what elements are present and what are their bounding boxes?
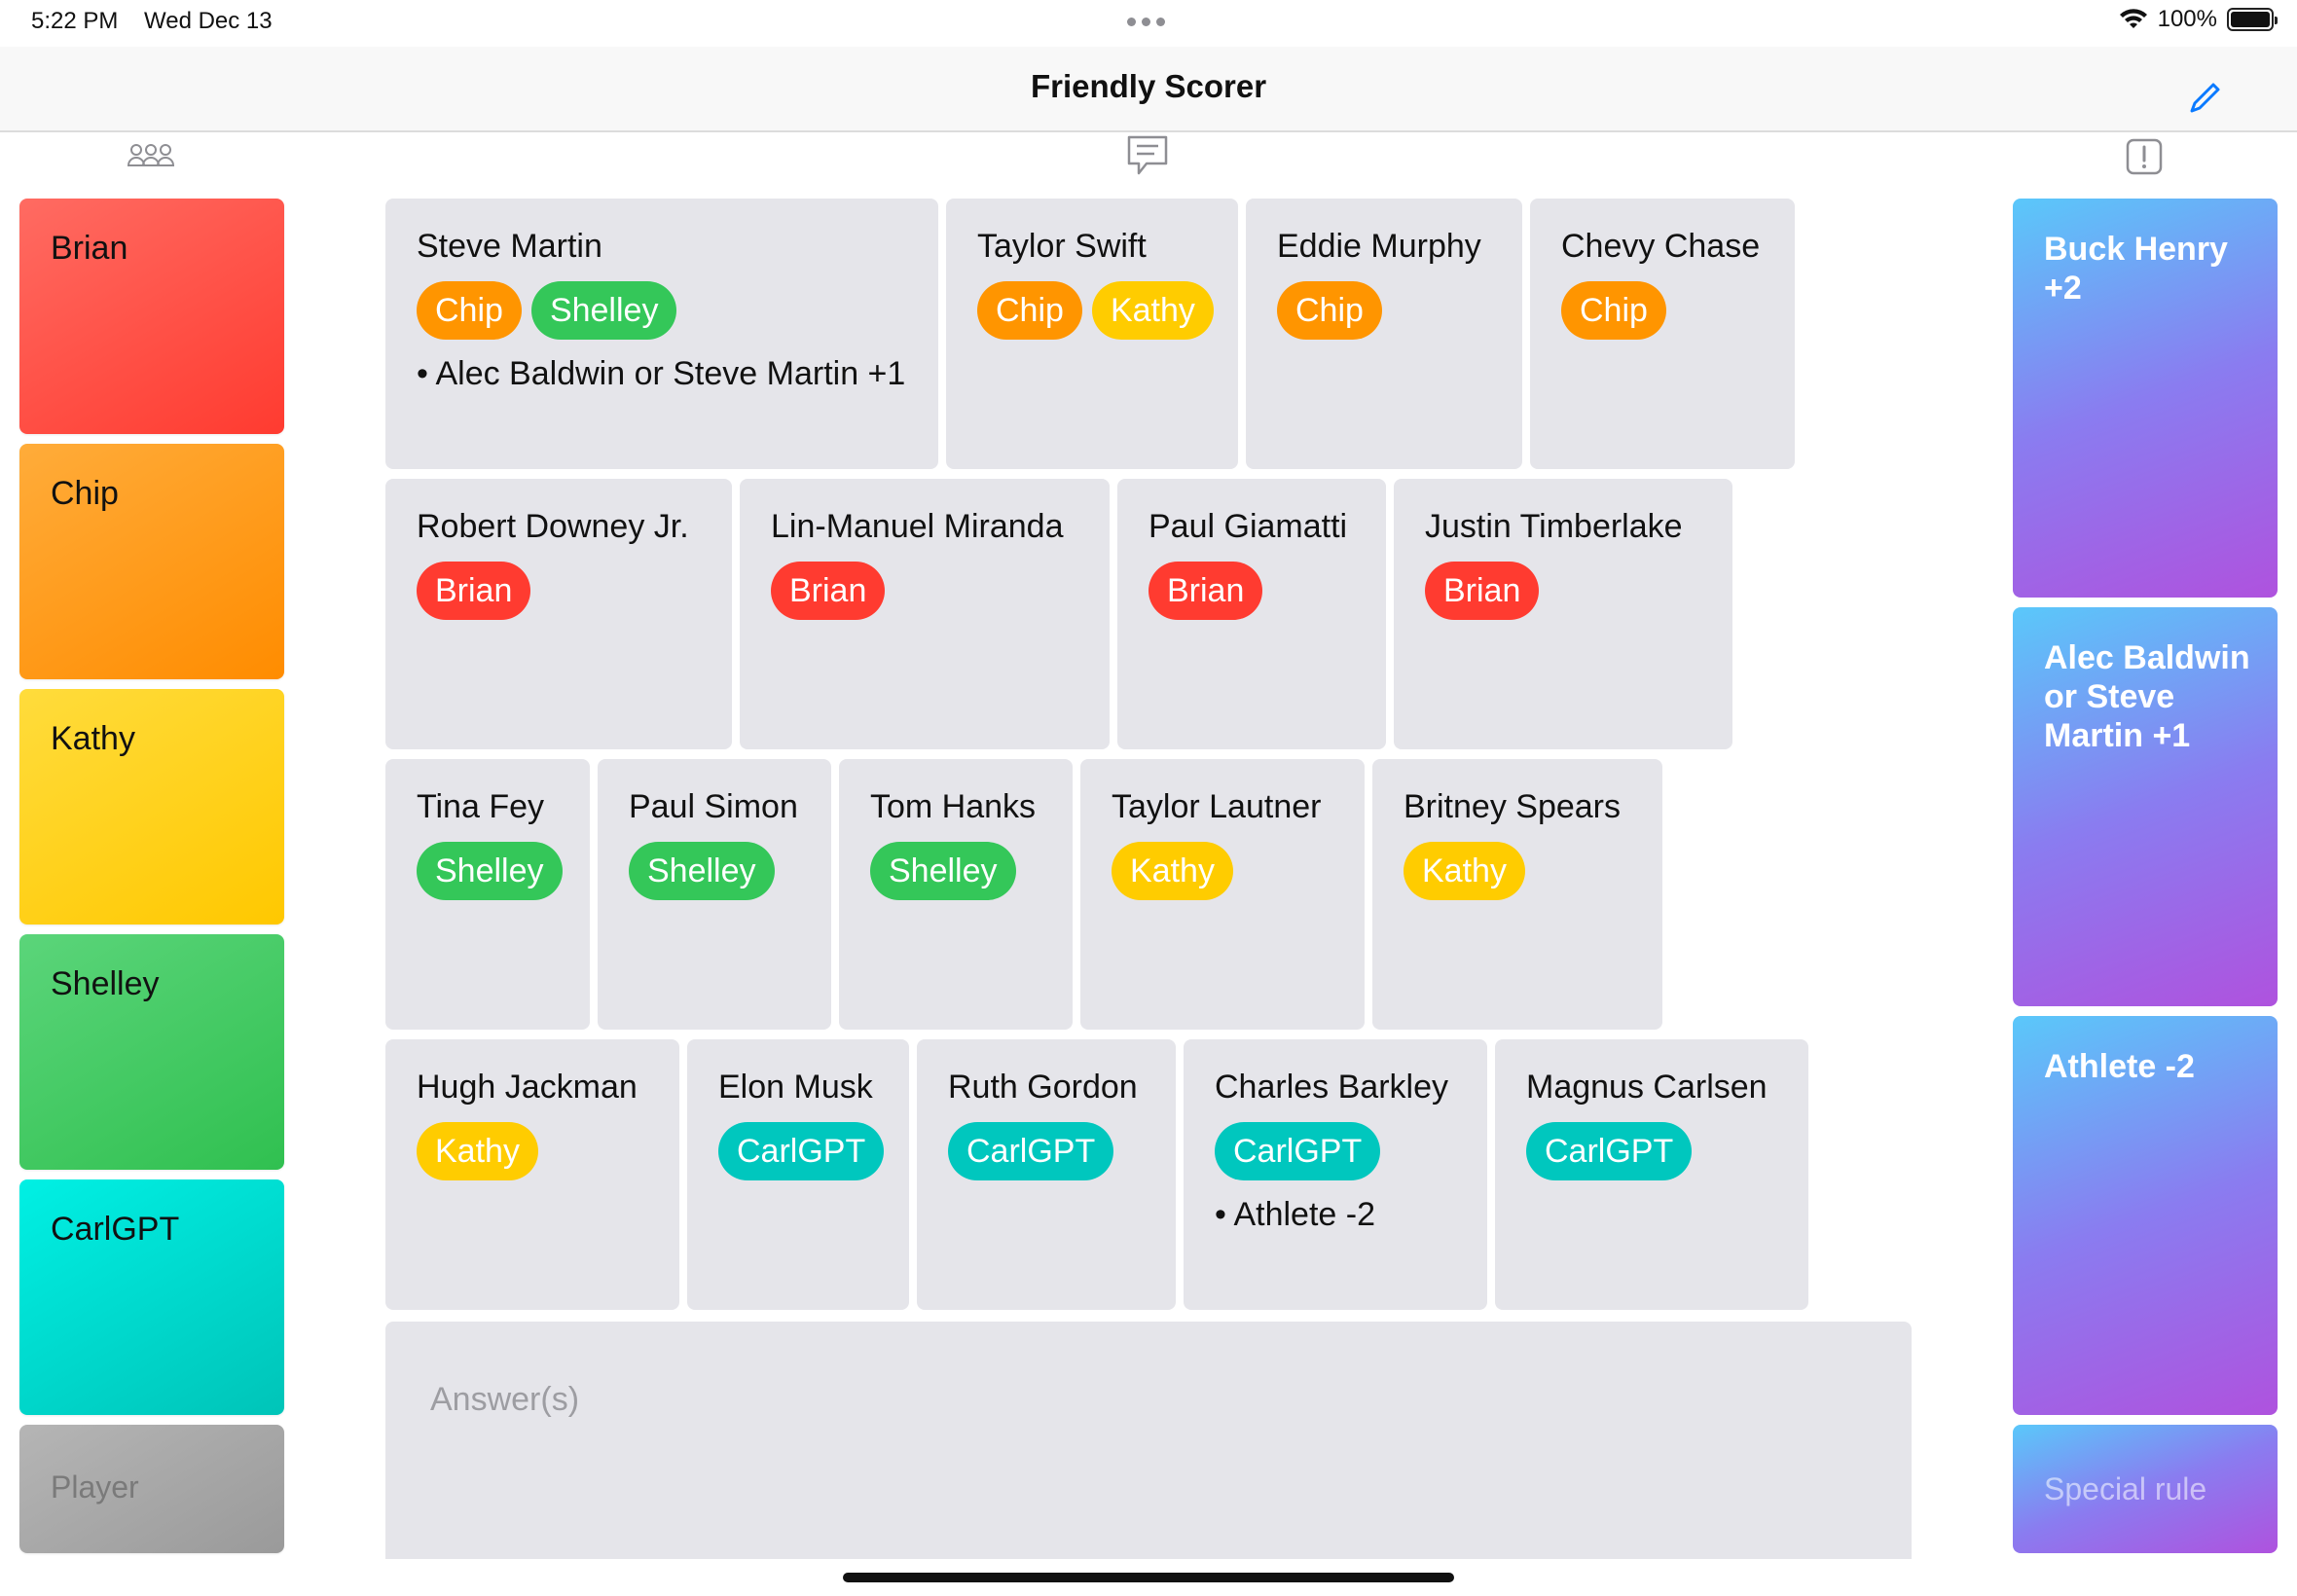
answer-name: Charles Barkley: [1215, 1069, 1448, 1106]
answer-name: Steve Martin: [417, 228, 602, 265]
player-chip-chip[interactable]: Chip: [977, 281, 1082, 340]
player-name: Chip: [51, 475, 119, 512]
answer-card[interactable]: Justin Timberlake Brian: [1394, 479, 1732, 749]
answers-input-area[interactable]: [385, 1322, 1912, 1559]
multitasking-dots-icon[interactable]: [1127, 18, 1165, 26]
status-time: 5:22 PM: [31, 8, 119, 34]
player-name: Kathy: [51, 720, 135, 757]
rule-note: • Alec Baldwin or Steve Martin +1: [417, 355, 906, 392]
answer-name: Hugh Jackman: [417, 1069, 638, 1106]
rule-placeholder: Special rule: [2044, 1471, 2207, 1506]
answer-name: Robert Downey Jr.: [417, 508, 689, 545]
player-chip-shelley[interactable]: Shelley: [870, 842, 1016, 900]
answer-card[interactable]: Taylor Swift Chip Kathy: [946, 199, 1238, 469]
answer-card[interactable]: Britney Spears Kathy: [1372, 759, 1662, 1030]
player-chip-shelley[interactable]: Shelley: [417, 842, 563, 900]
answer-name: Eddie Murphy: [1277, 228, 1481, 265]
player-chip-kathy[interactable]: Kathy: [1404, 842, 1525, 900]
answer-card[interactable]: Tom Hanks Shelley: [839, 759, 1073, 1030]
home-indicator[interactable]: [843, 1573, 1454, 1582]
navigation-bar: Friendly Scorer: [0, 47, 2297, 132]
add-rule-field[interactable]: Special rule: [2013, 1425, 2278, 1553]
app-title: Friendly Scorer: [1030, 68, 1267, 104]
battery-percent: 100%: [2157, 6, 2217, 32]
answer-card[interactable]: Paul Giamatti Brian: [1117, 479, 1386, 749]
answer-name: Paul Simon: [629, 788, 798, 825]
answer-card[interactable]: Taylor Lautner Kathy: [1080, 759, 1365, 1030]
answer-name: Elon Musk: [718, 1069, 873, 1106]
answer-card[interactable]: Elon Musk CarlGPT: [687, 1039, 909, 1310]
answer-name: Lin-Manuel Miranda: [771, 508, 1064, 545]
player-chip-brian[interactable]: Brian: [771, 562, 886, 620]
answer-card[interactable]: Tina Fey Shelley: [385, 759, 590, 1030]
player-name: Brian: [51, 230, 128, 267]
answer-name: Paul Giamatti: [1148, 508, 1348, 545]
answer-card[interactable]: Charles Barkley CarlGPT • Athlete -2: [1184, 1039, 1487, 1310]
player-chip-shelley[interactable]: Shelley: [629, 842, 775, 900]
answer-card[interactable]: Eddie Murphy Chip: [1246, 199, 1522, 469]
player-placeholder: Player: [51, 1469, 139, 1505]
player-chip-kathy[interactable]: Kathy: [1091, 281, 1214, 340]
player-tile-carlgpt[interactable]: CarlGPT: [19, 1179, 284, 1415]
speech-bubble-icon[interactable]: [1125, 134, 1170, 177]
player-chip-carlgpt[interactable]: CarlGPT: [1215, 1122, 1381, 1180]
status-right: 100%: [2119, 6, 2278, 33]
answer-card[interactable]: Lin-Manuel Miranda Brian: [740, 479, 1110, 749]
status-bar: 5:22 PM Wed Dec 13 100%: [0, 0, 2297, 47]
player-name: CarlGPT: [51, 1211, 180, 1248]
answers-input[interactable]: [430, 1376, 1793, 1423]
answer-card[interactable]: Magnus Carlsen CarlGPT: [1495, 1039, 1808, 1310]
answer-card[interactable]: Steve Martin Chip Shelley • Alec Baldwin…: [385, 199, 938, 469]
rule-tile[interactable]: Athlete -2: [2013, 1016, 2278, 1415]
player-tile-shelley[interactable]: Shelley: [19, 934, 284, 1170]
player-name: Shelley: [51, 965, 160, 1002]
player-chip-shelley[interactable]: Shelley: [530, 281, 677, 340]
player-chip-chip[interactable]: Chip: [1561, 281, 1666, 340]
player-chip-kathy[interactable]: Kathy: [417, 1122, 538, 1180]
player-chip-carlgpt[interactable]: CarlGPT: [1526, 1122, 1693, 1180]
answer-card[interactable]: Ruth Gordon CarlGPT: [917, 1039, 1176, 1310]
answer-name: Justin Timberlake: [1425, 508, 1683, 545]
player-tile-brian[interactable]: Brian: [19, 199, 284, 434]
player-chip-brian[interactable]: Brian: [417, 562, 531, 620]
player-chip-chip[interactable]: Chip: [1277, 281, 1382, 340]
rule-text: Athlete -2: [2044, 1048, 2195, 1085]
rule-tile[interactable]: Alec Baldwin or Steve Martin +1: [2013, 607, 2278, 1006]
answer-card[interactable]: Chevy Chase Chip: [1530, 199, 1795, 469]
answer-card[interactable]: Hugh Jackman Kathy: [385, 1039, 679, 1310]
player-chip-kathy[interactable]: Kathy: [1112, 842, 1233, 900]
player-tile-kathy[interactable]: Kathy: [19, 689, 284, 925]
rule-text: Alec Baldwin or Steve Martin +1: [2044, 639, 2250, 754]
answer-name: Britney Spears: [1404, 788, 1621, 825]
status-date: Wed Dec 13: [144, 8, 273, 34]
answer-name: Tina Fey: [417, 788, 545, 825]
player-chip-carlgpt[interactable]: CarlGPT: [718, 1122, 885, 1180]
exclamation-box-icon[interactable]: [2126, 138, 2163, 175]
answer-name: Tom Hanks: [870, 788, 1037, 825]
add-player-field[interactable]: Player: [19, 1425, 284, 1553]
rule-tile[interactable]: Buck Henry +2: [2013, 199, 2278, 598]
player-tile-chip[interactable]: Chip: [19, 444, 284, 679]
answer-name: Ruth Gordon: [948, 1069, 1138, 1106]
people-icon[interactable]: [128, 142, 174, 167]
answer-name: Taylor Lautner: [1112, 788, 1322, 825]
player-chip-brian[interactable]: Brian: [1425, 562, 1540, 620]
pencil-icon[interactable]: [2186, 78, 2225, 117]
answer-card[interactable]: Robert Downey Jr. Brian: [385, 479, 732, 749]
battery-icon: [2227, 8, 2278, 31]
player-chip-brian[interactable]: Brian: [1148, 562, 1263, 620]
answer-name: Taylor Swift: [977, 228, 1147, 265]
rule-text: Buck Henry +2: [2044, 231, 2228, 307]
answer-name: Chevy Chase: [1561, 228, 1761, 265]
answer-card[interactable]: Paul Simon Shelley: [598, 759, 831, 1030]
answer-name: Magnus Carlsen: [1526, 1069, 1768, 1106]
player-chip-carlgpt[interactable]: CarlGPT: [948, 1122, 1114, 1180]
player-chip-chip[interactable]: Chip: [417, 281, 522, 340]
wifi-icon: [2119, 9, 2147, 28]
rule-note: • Athlete -2: [1215, 1196, 1376, 1233]
